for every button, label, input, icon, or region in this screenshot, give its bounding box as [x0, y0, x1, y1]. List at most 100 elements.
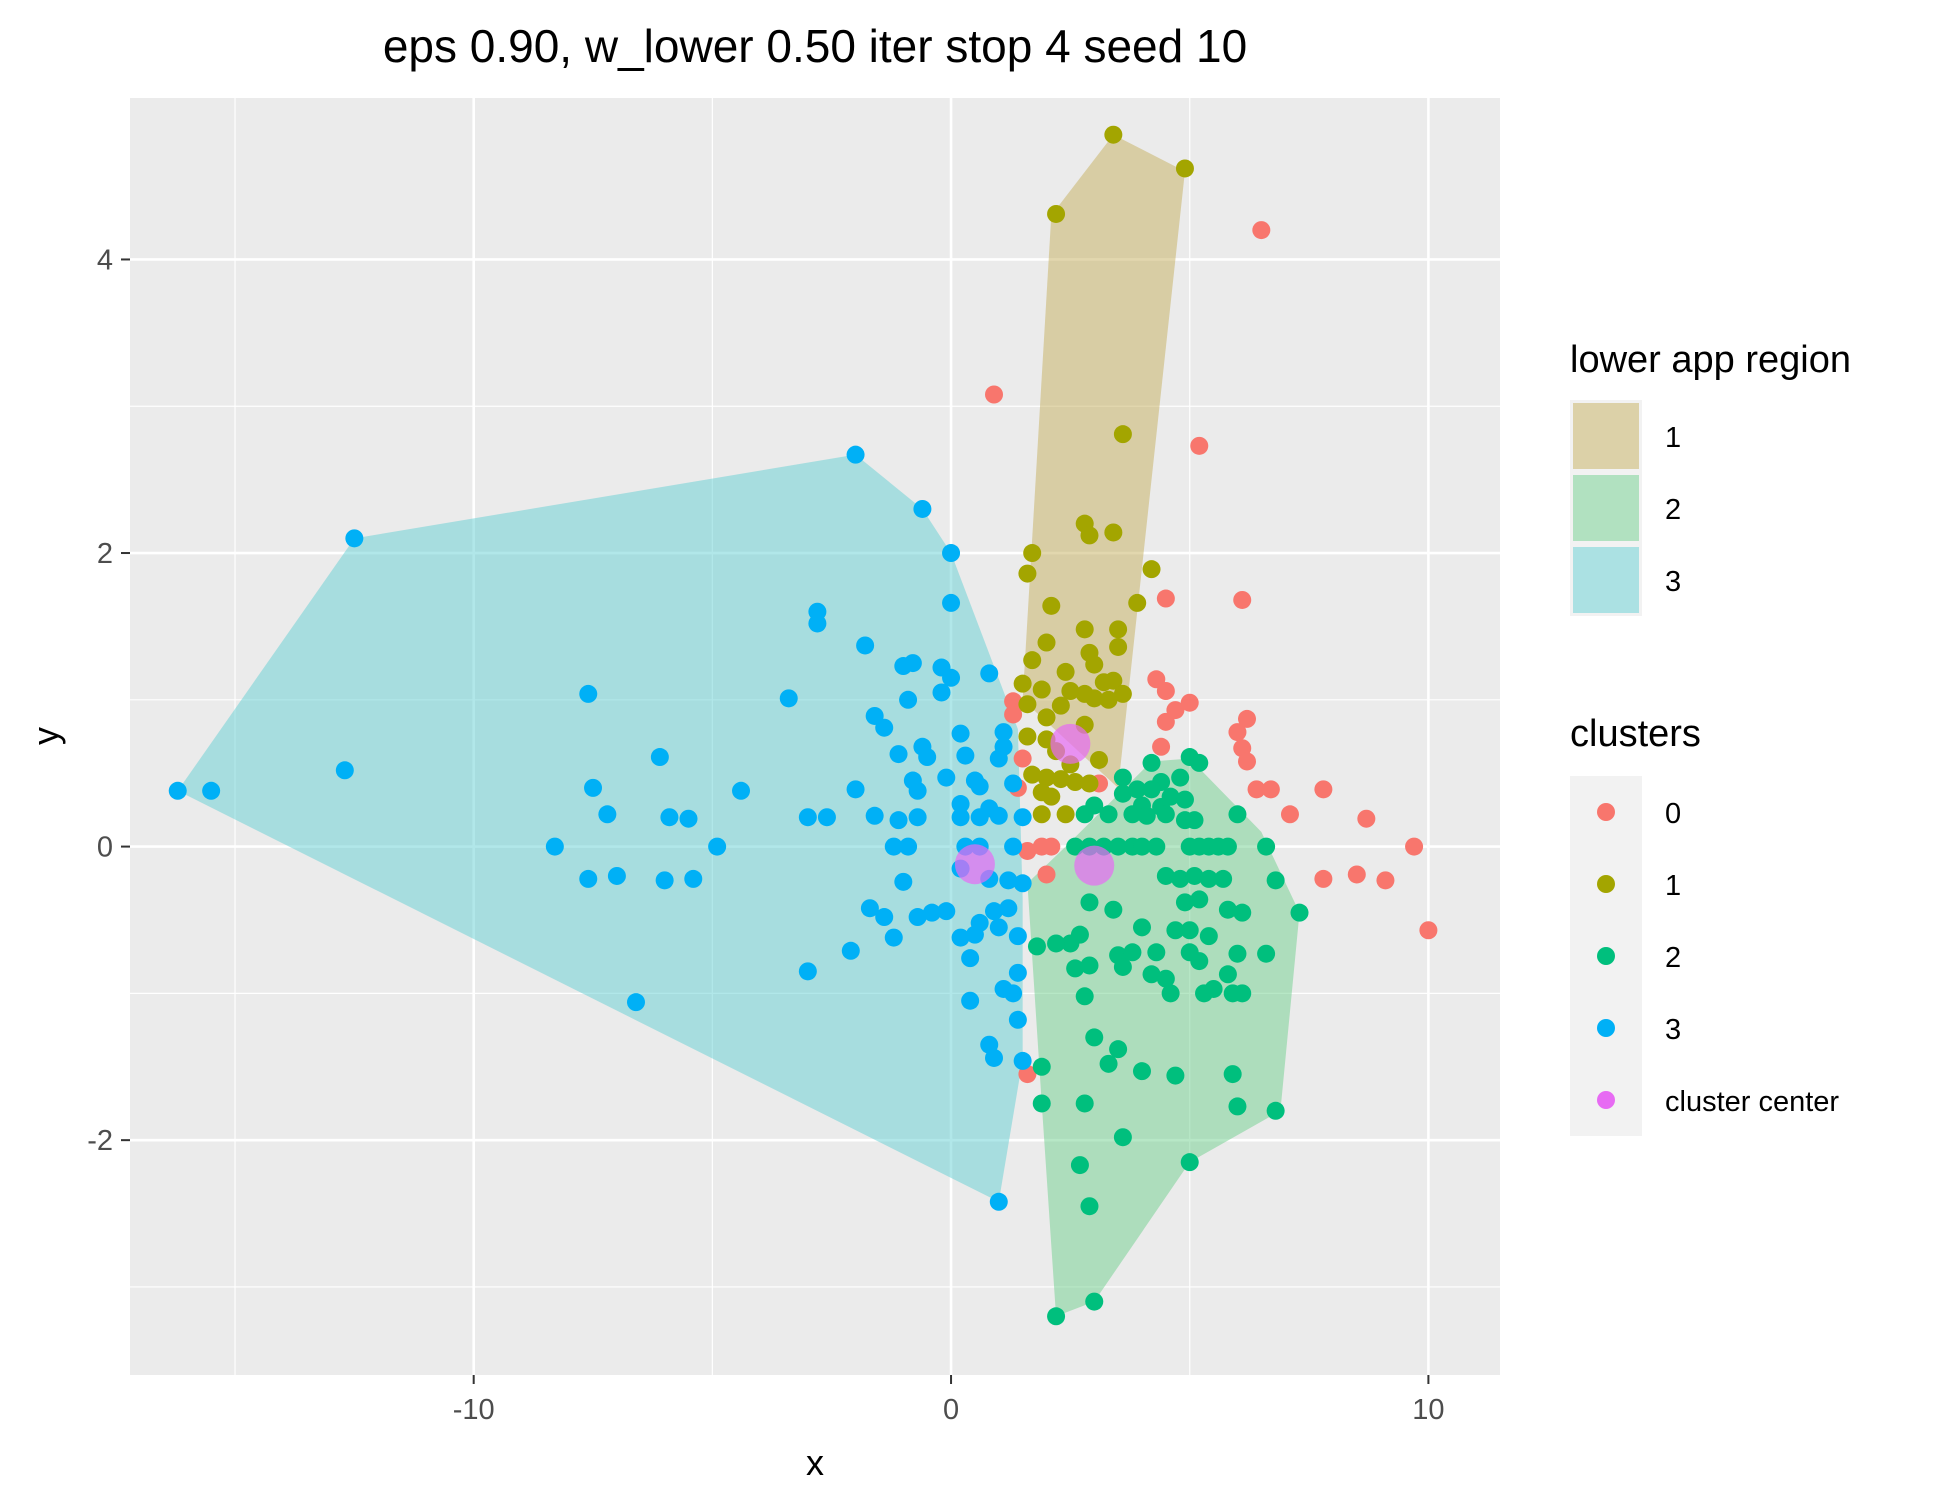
- point-cluster-1: [1037, 633, 1056, 652]
- point-cluster-2: [1266, 871, 1285, 890]
- point-cluster-1: [1085, 689, 1104, 708]
- point-cluster-2: [1047, 1307, 1066, 1326]
- point-cluster-3: [798, 808, 817, 827]
- point-cluster-1: [1023, 651, 1042, 670]
- point-cluster-2: [1175, 790, 1194, 809]
- legend-swatch-region-1: [1573, 403, 1639, 469]
- y-tick-label: 4: [97, 244, 113, 276]
- cluster-center-point: [1050, 723, 1091, 764]
- point-cluster-2: [1223, 1065, 1242, 1084]
- point-cluster-1: [1042, 787, 1061, 806]
- point-cluster-3: [918, 748, 937, 767]
- point-cluster-2: [1214, 869, 1233, 888]
- legend-label-cluster: 0: [1665, 798, 1681, 830]
- point-cluster-2: [1199, 927, 1218, 946]
- x-tick-label: 10: [1412, 1394, 1444, 1426]
- point-cluster-3: [989, 806, 1008, 825]
- point-cluster-3: [937, 902, 956, 921]
- point-cluster-0: [1180, 693, 1199, 712]
- point-cluster-3: [579, 684, 598, 703]
- point-cluster-1: [1109, 637, 1128, 656]
- point-cluster-3: [999, 899, 1018, 918]
- point-cluster-2: [1027, 937, 1046, 956]
- x-axis-ticks: -10 0 10: [453, 1375, 1445, 1426]
- y-tick-label: 2: [97, 538, 113, 570]
- point-cluster-1: [1128, 593, 1147, 612]
- point-cluster-3: [908, 781, 927, 800]
- point-cluster-2: [1075, 987, 1094, 1006]
- point-cluster-3: [684, 869, 703, 888]
- y-axis-ticks: -2 0 2 4: [87, 244, 130, 1157]
- point-cluster-3: [908, 808, 927, 827]
- point-cluster-3: [884, 837, 903, 856]
- point-cluster-0: [1156, 589, 1175, 608]
- point-cluster-2: [1166, 1066, 1185, 1085]
- point-cluster-2: [1123, 943, 1142, 962]
- point-cluster-1: [1113, 684, 1132, 703]
- point-cluster-3: [889, 745, 908, 764]
- point-cluster-3: [985, 902, 1004, 921]
- point-cluster-3: [168, 781, 187, 800]
- legend-title-regions: lower app region: [1570, 339, 1851, 381]
- point-cluster-3: [989, 918, 1008, 937]
- point-cluster-1: [1018, 727, 1037, 746]
- point-cluster-0: [1238, 752, 1257, 771]
- point-cluster-2: [1113, 768, 1132, 787]
- point-cluster-0: [1314, 780, 1333, 799]
- point-cluster-1: [1037, 708, 1056, 727]
- point-cluster-3: [884, 928, 903, 947]
- point-cluster-1: [1023, 544, 1042, 563]
- x-tick-label: 0: [943, 1394, 959, 1426]
- point-cluster-2: [1113, 1128, 1132, 1147]
- region-polygon-1: [1022, 134, 1185, 788]
- point-cluster-0: [1190, 436, 1209, 455]
- point-cluster-2: [1204, 979, 1223, 998]
- point-cluster-0: [1152, 737, 1171, 756]
- legend-label-region-1: 1: [1665, 422, 1681, 454]
- point-cluster-0: [1280, 805, 1299, 824]
- point-cluster-2: [1132, 837, 1151, 856]
- point-cluster-3: [932, 683, 951, 702]
- point-cluster-0: [1042, 837, 1061, 856]
- point-cluster-1: [1013, 674, 1032, 693]
- point-cluster-3: [894, 872, 913, 891]
- point-cluster-2: [1180, 1153, 1199, 1172]
- point-cluster-1: [1104, 523, 1123, 542]
- point-cluster-3: [655, 871, 674, 890]
- point-cluster-2: [1257, 944, 1276, 963]
- point-cluster-2: [1218, 837, 1237, 856]
- point-cluster-1: [1104, 671, 1123, 690]
- point-cluster-3: [913, 499, 932, 518]
- point-cluster-2: [1109, 1040, 1128, 1059]
- point-cluster-2: [1147, 837, 1166, 856]
- point-cluster-3: [989, 749, 1008, 768]
- legend-label-cluster: cluster center: [1665, 1086, 1839, 1118]
- point-cluster-2: [1233, 984, 1252, 1003]
- point-cluster-1: [1018, 695, 1037, 714]
- point-cluster-2: [1123, 805, 1142, 824]
- point-cluster-2: [1137, 806, 1156, 825]
- point-cluster-3: [808, 614, 827, 633]
- point-cluster-3: [937, 768, 956, 787]
- point-cluster-1: [1080, 526, 1099, 545]
- point-cluster-2: [1104, 900, 1123, 919]
- legend-swatch-cluster: [1597, 803, 1615, 821]
- cluster-center-point: [954, 844, 995, 885]
- point-cluster-2: [1070, 1156, 1089, 1175]
- point-cluster-1: [1056, 662, 1075, 681]
- point-cluster-3: [1013, 1051, 1032, 1070]
- point-cluster-2: [1080, 956, 1099, 975]
- point-cluster-0: [1238, 709, 1257, 728]
- legend-label-cluster: 3: [1665, 1014, 1681, 1046]
- point-cluster-3: [584, 778, 603, 797]
- point-cluster-1: [1104, 125, 1123, 144]
- point-cluster-2: [1099, 1054, 1118, 1073]
- point-cluster-3: [345, 529, 364, 548]
- point-cluster-0: [1252, 221, 1271, 240]
- y-tick-label: 0: [97, 832, 113, 864]
- point-cluster-1: [1051, 696, 1070, 715]
- point-cluster-2: [1128, 780, 1147, 799]
- point-cluster-3: [965, 925, 984, 944]
- point-cluster-3: [899, 837, 918, 856]
- point-cluster-3: [1013, 808, 1032, 827]
